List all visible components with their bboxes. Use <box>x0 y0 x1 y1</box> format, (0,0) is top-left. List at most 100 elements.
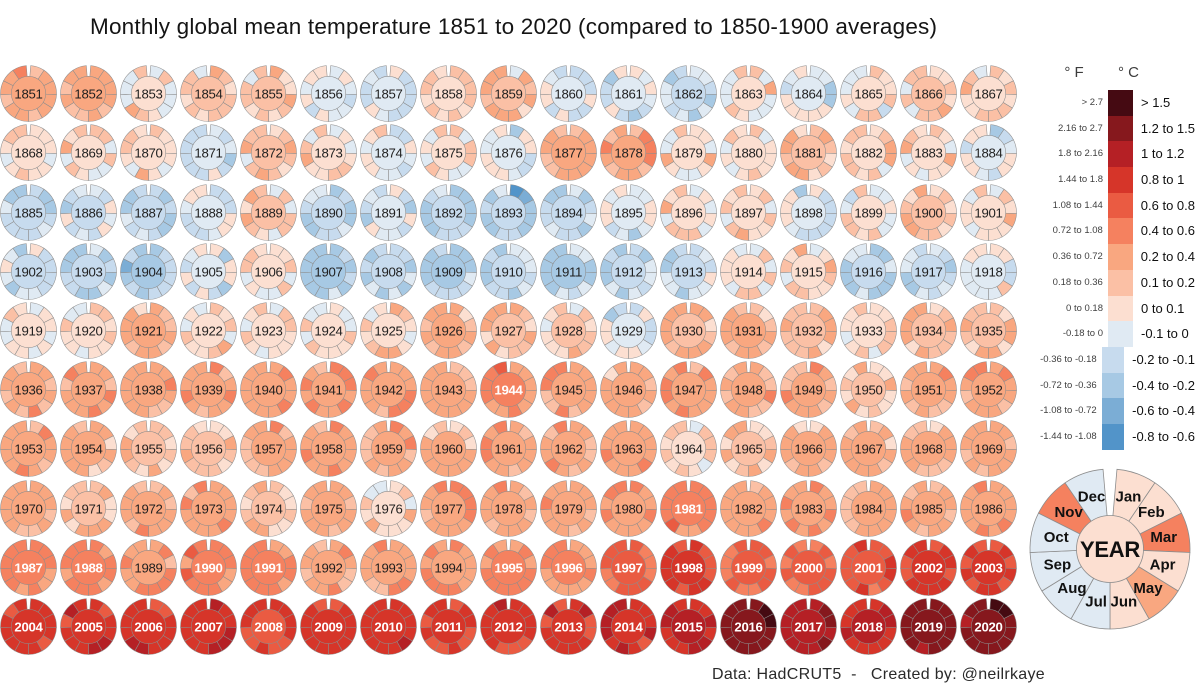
year-pie-1862: 1862 <box>659 65 717 127</box>
year-label: 1965 <box>734 442 762 457</box>
year-label: 1973 <box>194 501 222 516</box>
year-label: 1961 <box>494 442 522 457</box>
year-label: 1987 <box>14 560 42 575</box>
year-pie-1994: 1994 <box>419 539 477 601</box>
year-pie-1892: 1892 <box>419 183 477 246</box>
year-pie-1931: 1931 <box>719 302 777 364</box>
year-pie-1947: 1947 <box>659 361 717 423</box>
year-pie-1860: 1860 <box>539 65 597 127</box>
year-center-disc <box>790 194 826 230</box>
year-label: 1906 <box>254 264 282 279</box>
year-center-disc <box>730 549 766 585</box>
year-pie-2010: 2010 <box>359 598 417 660</box>
year-label: 1935 <box>974 323 1002 338</box>
year-pie-1928: 1928 <box>539 302 597 364</box>
year-pie-1858: 1858 <box>419 65 477 127</box>
legend-c-label: 0.6 to 0.8 <box>1140 197 1195 213</box>
year-center-disc <box>190 253 226 289</box>
year-label: 2011 <box>434 620 461 635</box>
year-label: 1921 <box>134 323 162 338</box>
year-label: 1855 <box>254 87 282 102</box>
legend-c-label: 1.2 to 1.5 <box>1140 120 1195 136</box>
year-label: 1968 <box>914 442 942 457</box>
year-label: 1861 <box>614 87 642 102</box>
year-pie-1970: 1970 <box>0 479 57 542</box>
year-pie-1906: 1906 <box>239 243 297 305</box>
year-pie-1937: 1937 <box>59 361 117 423</box>
year-label: 1888 <box>194 205 222 220</box>
year-label: 1854 <box>194 87 222 102</box>
legend-swatch <box>1101 372 1125 399</box>
year-pie-1867: 1867 <box>959 65 1017 127</box>
year-label: 1969 <box>974 442 1002 457</box>
year-center-disc <box>10 312 46 348</box>
legend-row: 1.44 to 1.8 0.8 to 1 <box>1040 167 1195 193</box>
year-pie-1884: 1884 <box>959 124 1017 186</box>
year-pie-1901: 1901 <box>959 183 1017 246</box>
year-pie-2006: 2006 <box>119 598 177 660</box>
month-label-apr: Apr <box>1150 557 1176 574</box>
year-center-disc <box>310 431 346 467</box>
year-pie-1961: 1961 <box>479 420 537 482</box>
year-pie-1894: 1894 <box>539 183 597 246</box>
years-grid: 1851 1852 1853 1854 1855 1856 1857 1858 1859 1860… <box>0 65 1017 660</box>
year-label: 2003 <box>974 560 1002 575</box>
year-label: 1895 <box>614 205 642 220</box>
year-center-disc <box>910 135 946 171</box>
year-pie-1868: 1868 <box>0 124 57 186</box>
year-pie-1912: 1912 <box>599 243 657 305</box>
year-pie-1874: 1874 <box>359 124 417 186</box>
year-label: 1859 <box>494 87 522 102</box>
year-label: 2008 <box>254 620 282 635</box>
year-center-disc <box>550 372 586 408</box>
year-label: 1917 <box>914 264 942 279</box>
year-center-disc <box>790 135 826 171</box>
year-center-disc <box>310 312 346 348</box>
year-pie-1980: 1980 <box>599 479 657 542</box>
year-label: 1904 <box>134 264 162 279</box>
year-center-disc <box>370 135 406 171</box>
year-center-disc <box>610 194 646 230</box>
legend-c-label: 0.1 to 0.2 <box>1140 274 1195 290</box>
year-center-disc <box>190 372 226 408</box>
year-label: 1914 <box>734 264 762 279</box>
year-pie-1942: 1942 <box>359 361 417 423</box>
year-center-disc <box>490 549 526 585</box>
year-label: 1930 <box>674 323 702 338</box>
year-pie-1933: 1933 <box>839 302 897 364</box>
year-label: 1877 <box>554 146 582 161</box>
year-pie-1979: 1979 <box>539 479 597 542</box>
year-pie-1972: 1972 <box>119 479 177 542</box>
year-label: 1999 <box>734 560 762 575</box>
year-center-disc <box>610 609 646 645</box>
year-center-disc <box>250 76 286 112</box>
year-pie-1962: 1962 <box>539 420 597 482</box>
year-label: 1980 <box>614 501 642 516</box>
year-label: 1964 <box>674 442 702 457</box>
year-label: 1887 <box>134 205 162 220</box>
legend-row: -0.18 to 0 -0.1 to 0 <box>1040 321 1195 347</box>
year-label: 2014 <box>614 620 643 635</box>
year-center-disc <box>130 372 166 408</box>
legend-c-label: -0.2 to -0.1 <box>1132 351 1195 367</box>
year-center-disc <box>310 609 346 645</box>
year-center-disc <box>850 490 886 526</box>
year-label: 1874 <box>374 146 402 161</box>
year-label: 2006 <box>134 620 162 635</box>
year-label: 1948 <box>734 383 762 398</box>
year-pie-1960: 1960 <box>419 420 477 482</box>
year-center-disc <box>190 194 226 230</box>
year-pie-1935: 1935 <box>959 302 1017 364</box>
year-label: 1985 <box>914 501 942 516</box>
year-center-disc <box>850 76 886 112</box>
year-label: 1983 <box>794 501 822 516</box>
year-center-disc <box>670 490 706 526</box>
year-center-disc <box>610 549 646 585</box>
year-pie-1869: 1869 <box>59 124 117 186</box>
year-label: 1896 <box>674 205 702 220</box>
year-pie-2017: 2017 <box>779 598 837 660</box>
year-center-disc <box>550 549 586 585</box>
year-center-disc <box>1076 515 1144 583</box>
year-center-disc <box>250 253 286 289</box>
year-pie-2009: 2009 <box>299 598 357 660</box>
